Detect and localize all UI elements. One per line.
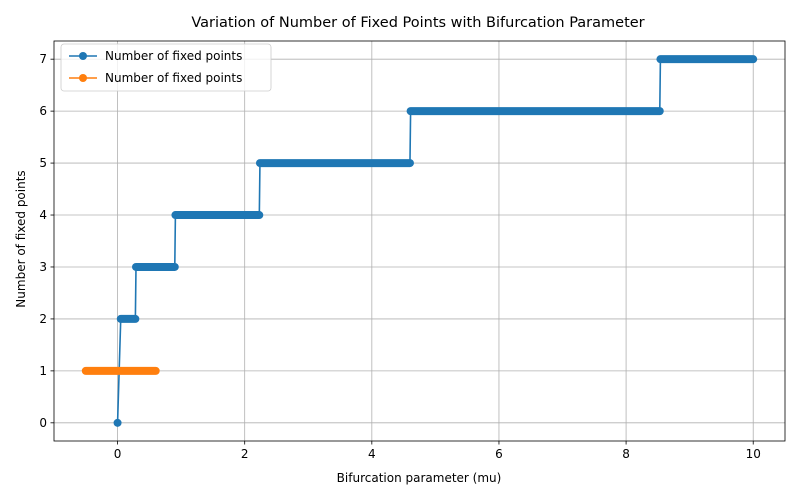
y-tick-label: 6 bbox=[39, 104, 47, 118]
grid-lines bbox=[54, 41, 785, 441]
x-axis-label: Bifurcation parameter (mu) bbox=[337, 471, 502, 485]
x-tick-label: 10 bbox=[746, 447, 761, 461]
plot-frame bbox=[53, 40, 786, 442]
chart-title: Variation of Number of Fixed Points with… bbox=[191, 15, 644, 31]
legend-marker bbox=[79, 52, 87, 60]
legend-item-2: Number of fixed points bbox=[69, 71, 242, 85]
x-tick-label: 2 bbox=[241, 447, 249, 461]
x-tick-label: 8 bbox=[622, 447, 630, 461]
legend: Number of fixed points Number of fixed po… bbox=[60, 43, 272, 92]
legend-label: Number of fixed points bbox=[105, 49, 242, 63]
y-tick-label: 2 bbox=[39, 312, 47, 326]
x-tick-label: 6 bbox=[495, 447, 503, 461]
y-tick-label: 4 bbox=[39, 208, 47, 222]
y-tick-label: 7 bbox=[39, 52, 47, 66]
x-tick-label: 4 bbox=[368, 447, 376, 461]
series-1 bbox=[113, 55, 758, 427]
x-tick-label: 0 bbox=[114, 447, 122, 461]
y-tick-label: 5 bbox=[39, 156, 47, 170]
y-tick-label: 1 bbox=[39, 364, 47, 378]
series-layer bbox=[81, 55, 758, 427]
legend-item-1: Number of fixed points bbox=[69, 49, 242, 63]
y-tick-label: 3 bbox=[39, 260, 47, 274]
axis-ticks: 0 2 4 6 8 10 0 1 2 3 4 5 6 7 bbox=[39, 52, 760, 461]
legend-box bbox=[60, 43, 272, 92]
series-1-point bbox=[113, 418, 122, 427]
legend-label: Number of fixed points bbox=[105, 71, 242, 85]
y-tick-label: 0 bbox=[39, 416, 47, 430]
legend-marker bbox=[79, 74, 87, 82]
y-axis-label: Number of fixed points bbox=[14, 170, 28, 307]
